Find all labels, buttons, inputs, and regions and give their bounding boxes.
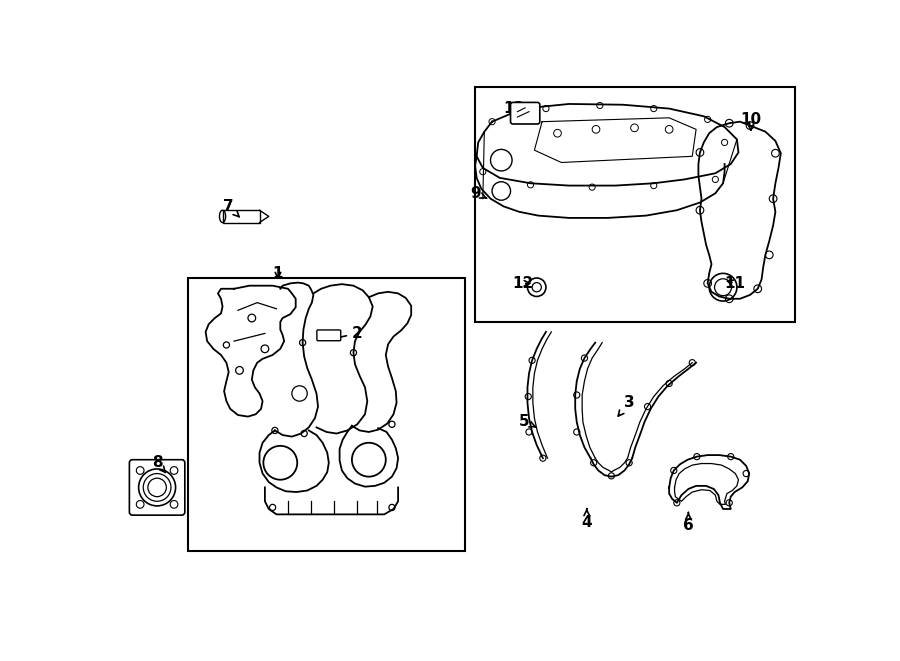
Text: 8: 8 (152, 455, 166, 473)
Polygon shape (222, 210, 259, 223)
Text: 12: 12 (512, 276, 534, 291)
Text: 2: 2 (333, 326, 363, 341)
FancyBboxPatch shape (317, 330, 341, 340)
Text: 11: 11 (724, 276, 745, 291)
Text: 3: 3 (618, 395, 634, 416)
Text: 4: 4 (581, 509, 592, 529)
FancyBboxPatch shape (130, 459, 184, 515)
Text: 10: 10 (740, 112, 761, 130)
Bar (188, 278, 465, 551)
Text: 9: 9 (471, 186, 487, 201)
Text: 6: 6 (683, 513, 694, 533)
Text: 1: 1 (273, 266, 284, 281)
FancyBboxPatch shape (510, 102, 540, 124)
Bar (475, 87, 795, 322)
Text: 5: 5 (519, 414, 536, 430)
Text: 13: 13 (503, 101, 524, 116)
Text: 7: 7 (223, 199, 239, 217)
